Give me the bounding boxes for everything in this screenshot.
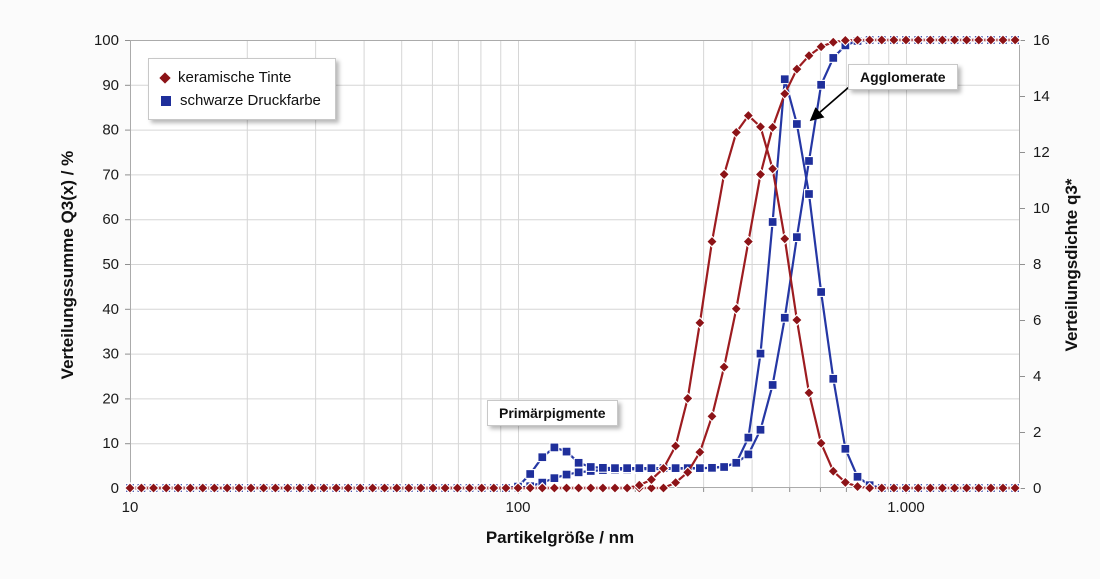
svg-text:0: 0 [1033,480,1041,497]
svg-text:2: 2 [1033,424,1041,441]
legend-label: schwarze Druckfarbe [180,92,321,109]
svg-text:14: 14 [1033,88,1050,105]
svg-text:4: 4 [1033,368,1041,385]
svg-text:20: 20 [102,390,119,407]
legend: keramische Tinte schwarze Druckfarbe [148,58,336,120]
svg-text:60: 60 [102,211,119,228]
svg-text:70: 70 [102,166,119,183]
annotation-agglomerate: Agglomerate [848,64,958,90]
svg-text:12: 12 [1033,144,1050,161]
series-diamond [124,109,1022,494]
svg-text:10: 10 [102,435,119,452]
diamond-marker-icon [159,71,171,84]
left-axis-title: Verteilungssumme Q3(x) / % [58,150,77,380]
legend-item: schwarze Druckfarbe [161,89,321,112]
svg-text:1.000: 1.000 [887,499,925,516]
annotation-primaerpigmente: Primärpigmente [487,400,618,426]
legend-label: keramische Tinte [178,69,292,86]
right-axis-title: Verteilungsdichte q3* [1062,178,1081,352]
svg-text:10: 10 [1033,200,1050,217]
svg-text:30: 30 [102,346,119,363]
svg-text:100: 100 [94,32,119,49]
svg-text:90: 90 [102,77,119,94]
legend-item: keramische Tinte [159,66,321,89]
svg-text:80: 80 [102,122,119,139]
gridlines [130,40,1020,488]
svg-text:50: 50 [102,256,119,273]
annotation-arrow [809,86,850,122]
svg-text:10: 10 [122,499,139,516]
svg-text:8: 8 [1033,256,1041,273]
svg-text:0: 0 [111,480,119,497]
svg-text:40: 40 [102,301,119,318]
svg-text:100: 100 [505,499,530,516]
square-marker-icon [161,95,171,106]
x-axis-title: Partikelgröße / nm [485,528,635,547]
svg-text:6: 6 [1033,312,1041,329]
svg-text:16: 16 [1033,32,1050,49]
